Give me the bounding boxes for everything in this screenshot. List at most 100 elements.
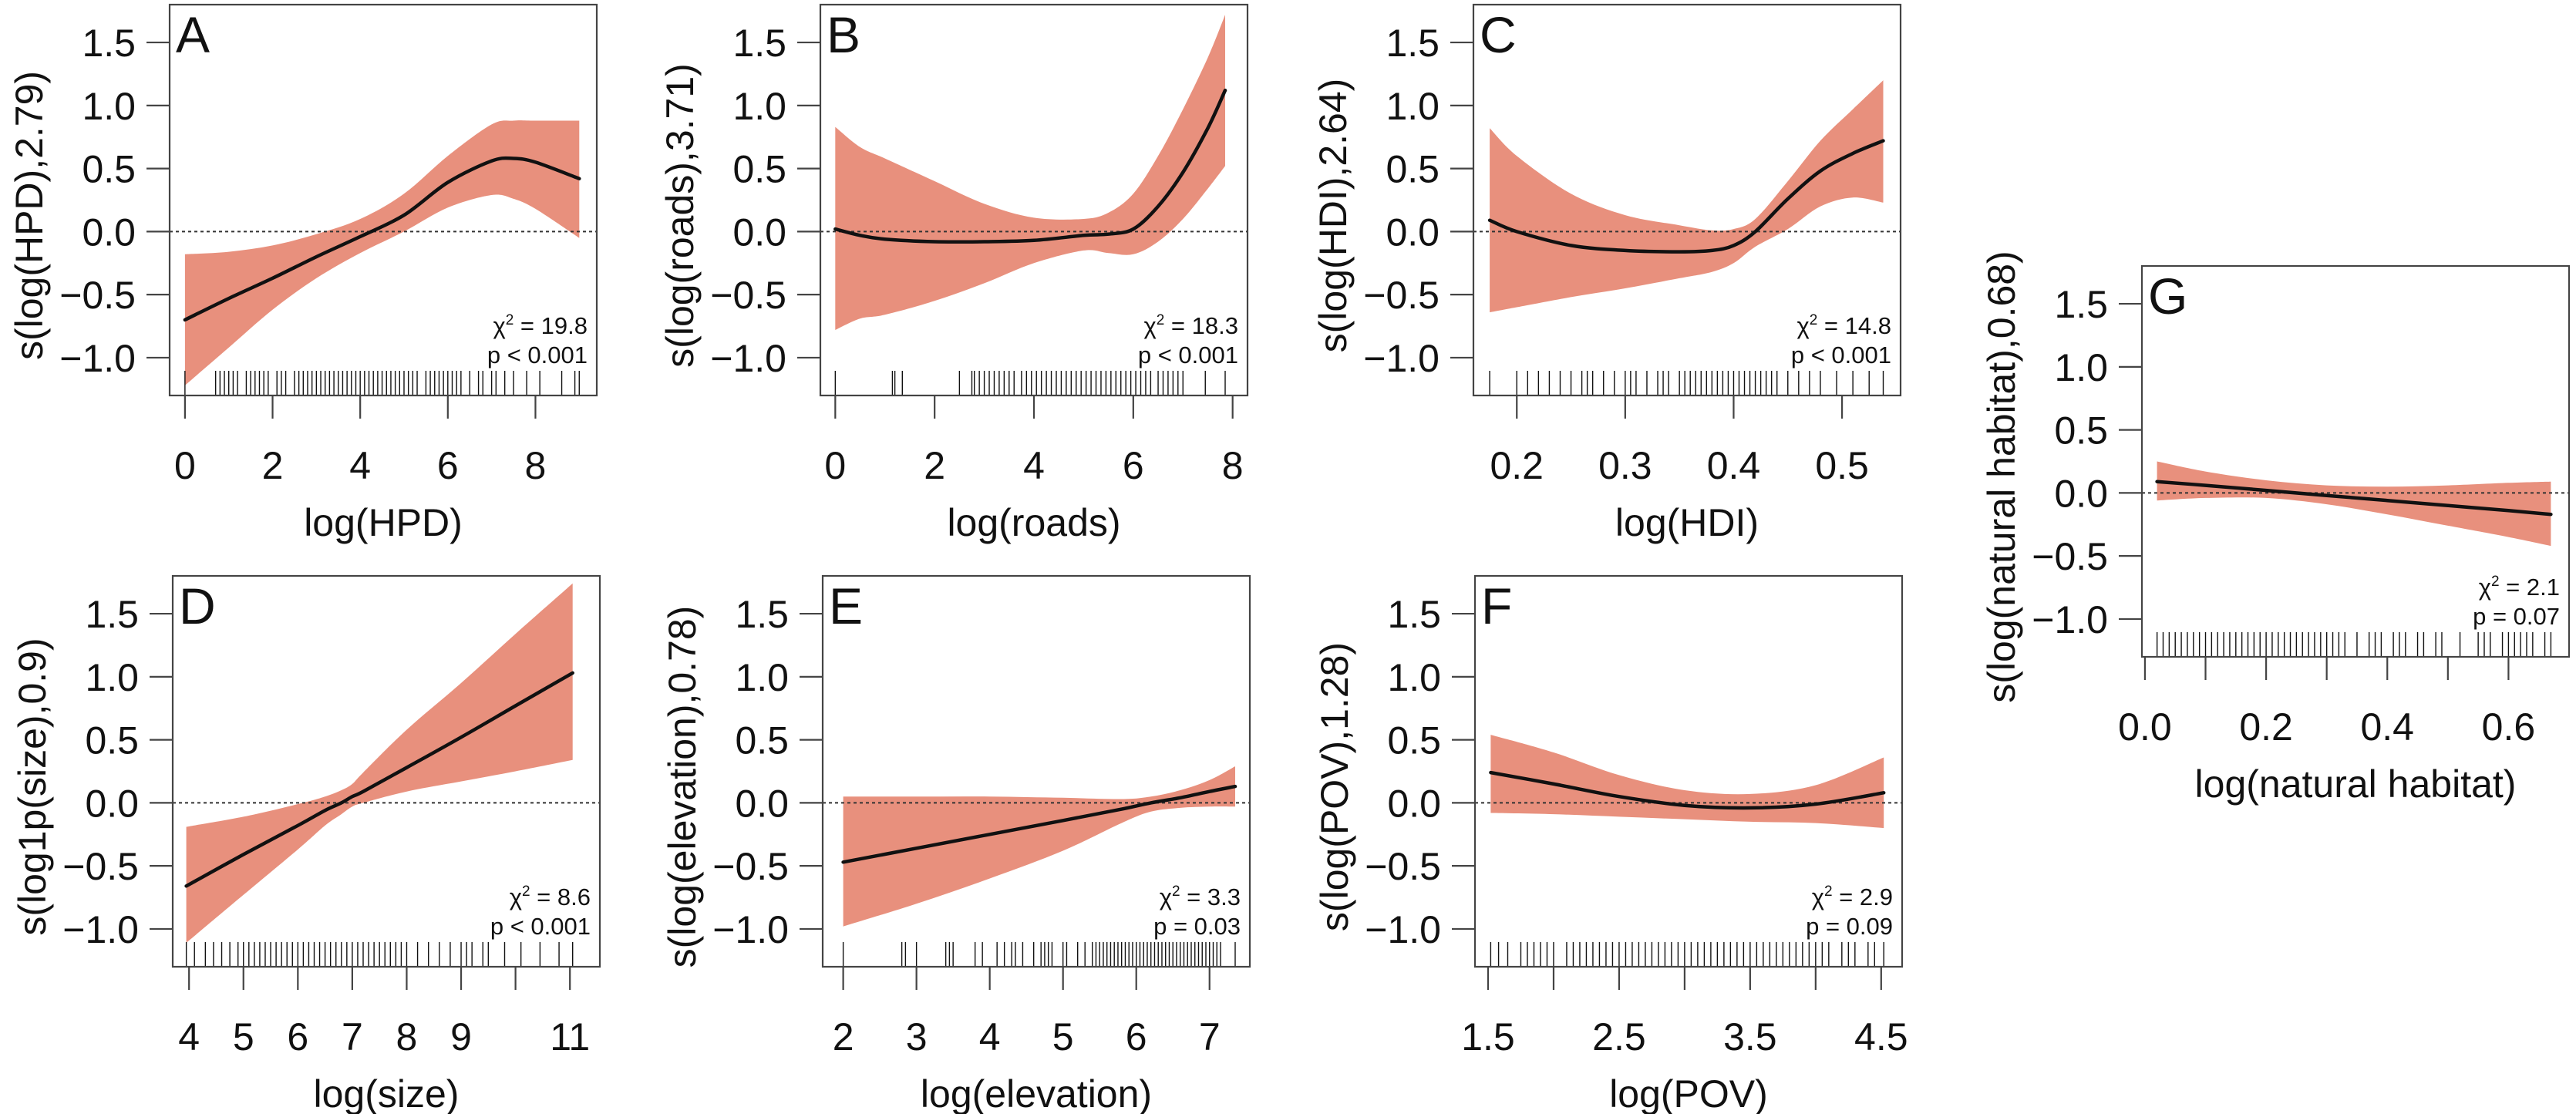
panel-letter-f: F [1481,577,1512,634]
confidence-band-b [835,15,1225,330]
x-tick-label: 0.4 [2360,705,2414,749]
x-tick-label: 0.5 [1815,444,1869,487]
x-tick-label: 0.2 [2239,705,2293,749]
rug-b [834,371,1226,395]
y-tick-label: −0.5 [59,274,136,317]
x-tick-label: 4 [979,1015,1001,1058]
x-tick-label: 9 [450,1015,472,1058]
x-tick-label: 6 [1123,444,1144,487]
y-tick-label: −0.5 [2032,535,2108,578]
x-axis-label-f: log(POV) [1609,1072,1768,1114]
smooth-fit-line-d [184,671,574,888]
x-tick-label: 2 [833,1015,854,1058]
y-tick-label: −0.5 [62,845,139,888]
x-tick-label: 6 [437,444,459,487]
rug-a [184,371,580,395]
panel-letter-b: B [827,6,860,63]
chi-square-stat-e: χ2 = 3.3 [1160,883,1241,910]
chi-square-stat-f: χ2 = 2.9 [1812,883,1893,910]
panel-c: −1.0 −0.5 0.0 0.5 1.0 1.5 0.2 0.3 0.4 0.5 log(HDI)… [1312,3,1902,544]
panel-e: −1.0 −0.5 0.0 0.5 1.0 1.5 2 3 4 5 6 7 log(elevation)… [661,574,1251,1114]
x-tick-label: 0.2 [1490,444,1544,487]
y-tick-label: 0.5 [1386,148,1440,191]
y-tick-label: −0.5 [712,845,789,888]
x-tick-label: 3.5 [1723,1015,1777,1058]
x-tick-label: 2 [262,444,284,487]
x-tick-label: 11 [550,1015,590,1058]
y-tick-label: 1.0 [732,85,786,128]
rug-c [1489,371,1884,395]
x-tick-label: 2 [924,444,945,487]
y-tick-label: 0.5 [1387,719,1441,762]
y-tick-label: 1.0 [85,656,139,699]
x-tick-label: 0 [174,444,196,487]
y-tick-label: 0.5 [732,148,786,191]
smooth-fit-line-e [841,784,1237,864]
smooth-fit-line-b [833,88,1227,244]
x-tick-label: 5 [1052,1015,1074,1058]
y-tick-label: 1.0 [2054,346,2108,389]
y-tick-label: −0.5 [1363,274,1440,317]
x-axis-label-d: log(size) [314,1072,460,1114]
y-tick-label: 0.5 [735,719,789,762]
y-axis-label-e: s(log(elevation),0.78) [661,606,704,968]
rug-e [842,942,1236,967]
y-tick-label: 1.0 [82,85,136,128]
y-tick-label: 0.0 [735,782,789,825]
y-tick-label: 1.0 [1386,85,1440,128]
y-tick-label: 1.5 [1386,22,1440,65]
panel-letter-e: E [829,577,863,634]
y-tick-label: 1.0 [735,656,789,699]
rug-f [1490,942,1884,967]
p-value-c: p < 0.001 [1791,342,1891,369]
x-tick-label: 0.4 [1707,444,1761,487]
y-tick-label: −1.0 [2032,598,2108,641]
chi-square-stat-b: χ2 = 18.3 [1143,312,1238,339]
x-tick-label: 5 [233,1015,254,1058]
x-tick-label: 8 [396,1015,418,1058]
x-tick-label: 4 [349,444,371,487]
x-axis-label-g: log(natural habitat) [2195,762,2517,806]
plot-frame-c [1472,3,1902,397]
x-tick-label: 0.6 [2482,705,2536,749]
y-axis-label-a: s(log(HPD),2.79) [8,71,51,360]
y-tick-label: 0.5 [82,148,136,191]
y-tick-label: 0.5 [2054,409,2108,453]
confidence-band-d [186,583,573,943]
p-value-d: p < 0.001 [490,913,591,940]
x-tick-label: 3 [906,1015,928,1058]
y-tick-label: −1.0 [1365,908,1441,951]
x-axis-label-b: log(roads) [947,501,1120,544]
smooth-fit-line-a [183,156,581,322]
x-tick-label: 4 [178,1015,200,1058]
panel-d: −1.0 −0.5 0.0 0.5 1.0 1.5 4 5 6 7 8 9 11 log(size) s(l… [11,574,601,1114]
chi-square-stat-c: χ2 = 14.8 [1796,312,1891,339]
panel-f: −1.0 −0.5 0.0 0.5 1.0 1.5 1.5 2.5 3.5 4.5 log(POV)… [1313,574,1908,1114]
rug-g [2156,632,2552,657]
y-tick-label: −1.0 [710,337,786,380]
y-tick-label: 0.0 [1386,210,1440,254]
y-tick-label: −0.5 [710,274,786,317]
x-tick-label: 4.5 [1854,1015,1908,1058]
plot-frame-g [2140,264,2571,658]
confidence-band-g [2157,461,2551,547]
y-tick-label: −1.0 [62,908,139,951]
p-value-b: p < 0.001 [1138,342,1238,369]
y-tick-label: 1.5 [732,22,786,65]
y-tick-label: −1.0 [59,337,136,380]
plot-frame-a [168,3,598,397]
panel-letter-c: C [1480,6,1517,63]
y-axis-label-c: s(log(HDI),2.64) [1312,79,1355,353]
p-value-a: p < 0.001 [487,342,588,369]
smooth-fit-line-g [2155,480,2553,517]
y-tick-label: 1.5 [85,593,139,636]
x-tick-label: 0.3 [1598,444,1652,487]
panel-letter-g: G [2148,268,2187,325]
chi-square-stat-a: χ2 = 19.8 [493,312,588,339]
x-tick-label: 1.5 [1461,1015,1515,1058]
x-tick-label: 4 [1023,444,1045,487]
plot-frame-f [1473,574,1904,968]
rug-d [185,942,574,967]
x-axis-label-a: log(HPD) [304,501,463,544]
y-tick-label: 0.5 [85,719,139,762]
